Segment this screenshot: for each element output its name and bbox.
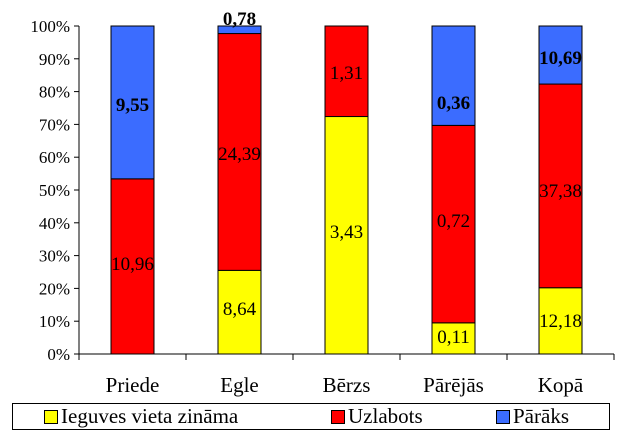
bar-segment [324, 116, 369, 355]
bar-segment [538, 287, 583, 355]
legend-item-uzlabots: Uzlabots [331, 404, 423, 429]
y-tick-label: 40% [39, 214, 70, 233]
data-label: 24,39 [218, 144, 261, 165]
legend-swatch-ieguves [44, 409, 58, 424]
y-tick-label: 60% [39, 148, 70, 167]
data-label: 3,43 [330, 222, 363, 243]
y-tick-label: 100% [30, 17, 70, 36]
y-tick-label: 10% [39, 312, 70, 331]
data-label: 8,64 [223, 299, 257, 320]
legend-label-ieguves: Ieguves vieta zināma [61, 404, 239, 428]
y-tick-label: 90% [39, 50, 70, 69]
y-tick-label: 50% [39, 181, 70, 200]
legend-label-paraks: Pārāks [513, 404, 569, 428]
data-label: 1,31 [330, 63, 363, 84]
legend-swatch-uzlabots [331, 409, 345, 424]
bar-segment [324, 25, 369, 118]
bar-segment [538, 83, 583, 289]
data-label: 0,78 [223, 9, 256, 30]
bar-segment [431, 124, 476, 324]
data-label: 0,36 [437, 93, 470, 114]
legend-swatch-paraks [496, 409, 510, 424]
y-tick-label: 20% [39, 279, 70, 298]
bar-segment [217, 33, 262, 271]
stacked-bar-chart: 0% 10% 20% 30% 40% 50% 60% 70% 80% 90% 100% Priede E… [30, 9, 615, 397]
data-label: 12,18 [539, 311, 582, 332]
bar-segment [217, 25, 262, 35]
bar-segment [431, 25, 476, 126]
y-tick-label: 0% [47, 345, 70, 364]
data-labels: 10,96 9,55 8,64 24,39 0,78 3,43 1,31 0,11 0,72 0,… [111, 9, 582, 348]
legend-item-ieguves: Ieguves vieta zināma [44, 404, 238, 429]
data-label: 9,55 [116, 95, 149, 116]
y-tick-label: 30% [39, 247, 70, 266]
x-tick-label: Pārējās [423, 373, 484, 397]
data-label: 10,96 [111, 254, 154, 275]
x-tick-label: Priede [106, 373, 160, 397]
x-tick-label: Kopā [538, 373, 584, 397]
bar-segment [110, 25, 155, 180]
x-tick-label: Egle [220, 373, 258, 397]
axes: 0% 10% 20% 30% 40% 50% 60% 70% 80% 90% 100% Priede E… [30, 17, 615, 397]
data-label: 0,11 [437, 327, 470, 348]
data-label: 37,38 [539, 181, 582, 202]
y-tick-label: 70% [39, 115, 70, 134]
bar-segment [538, 25, 583, 85]
y-tick-label: 80% [39, 83, 70, 102]
data-label: 10,69 [539, 48, 582, 69]
bars [110, 25, 583, 355]
bar-segment [431, 322, 476, 355]
x-tick-label: Bērzs [323, 373, 371, 397]
legend-label-uzlabots: Uzlabots [348, 404, 423, 428]
data-label: 0,72 [437, 211, 470, 232]
legend: Ieguves vieta zināma Uzlabots Pārāks [12, 403, 610, 430]
legend-item-paraks: Pārāks [496, 404, 569, 429]
